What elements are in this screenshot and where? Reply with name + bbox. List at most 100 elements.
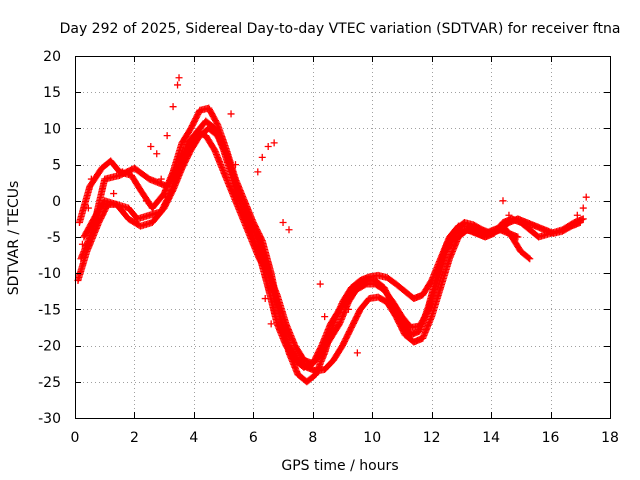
data-point xyxy=(285,226,293,234)
data-point xyxy=(175,74,183,82)
x-tick-label: 6 xyxy=(249,430,258,446)
data-point xyxy=(316,280,324,288)
data-point-fill xyxy=(292,353,300,361)
data-point xyxy=(84,204,92,212)
data-point-fill xyxy=(334,323,342,331)
data-point xyxy=(353,349,361,357)
data-point xyxy=(232,161,239,169)
y-tick-label: 15 xyxy=(43,85,61,101)
data-point xyxy=(142,197,150,205)
data-point-fill xyxy=(388,299,396,307)
data-point-fill xyxy=(408,293,416,301)
data-point xyxy=(78,240,86,248)
x-tick-label: 16 xyxy=(542,430,560,446)
chart-title: Day 292 of 2025, Sidereal Day-to-day VTE… xyxy=(60,21,621,37)
data-point-fill xyxy=(209,143,217,151)
y-tick-label: 20 xyxy=(43,49,61,65)
y-tick-label: -15 xyxy=(38,302,61,318)
data-point xyxy=(499,197,507,205)
grid xyxy=(75,56,610,418)
data-point-fill xyxy=(532,231,540,239)
data-point-fill xyxy=(503,220,511,228)
y-tick-label: 0 xyxy=(52,194,61,210)
data-point xyxy=(344,305,352,313)
data-point xyxy=(169,103,177,111)
data-point-fill xyxy=(515,245,523,253)
data-point xyxy=(157,175,165,183)
data-point xyxy=(174,81,182,89)
y-tick-label: -30 xyxy=(38,411,61,427)
x-tick-label: 12 xyxy=(423,430,441,446)
data-point-fill xyxy=(221,147,229,155)
data-point-fill xyxy=(461,228,469,236)
data-point xyxy=(243,204,251,212)
data-point xyxy=(110,190,118,198)
data-point-fill xyxy=(360,278,368,286)
data-point-fill xyxy=(263,267,271,275)
data-point-fill xyxy=(513,232,521,240)
data-point-fill xyxy=(168,189,176,197)
data-point-fill xyxy=(433,271,441,279)
data-point xyxy=(254,168,262,176)
data-point-fill xyxy=(231,177,239,185)
data-point-fill xyxy=(123,212,131,220)
data-point xyxy=(153,150,161,158)
data-point xyxy=(87,175,95,183)
data-point xyxy=(582,193,590,201)
data-point-fill xyxy=(355,308,363,316)
data-point xyxy=(573,211,581,219)
data-point xyxy=(162,193,170,201)
data-point xyxy=(261,295,269,303)
data-point-fill xyxy=(212,118,220,126)
y-tick-label: 5 xyxy=(52,158,61,174)
x-tick-label: 4 xyxy=(189,430,198,446)
data-point-fill xyxy=(408,336,416,344)
y-tick-label: -20 xyxy=(38,339,61,355)
data-point-fill xyxy=(352,286,360,294)
x-tick-label: 14 xyxy=(482,430,500,446)
data-point xyxy=(267,320,275,328)
data-point-fill xyxy=(158,206,166,214)
data-point xyxy=(505,211,513,219)
data-point-fill xyxy=(174,163,182,171)
data-point-fill xyxy=(450,228,458,236)
data-point xyxy=(227,110,235,118)
x-tick-label: 8 xyxy=(308,430,317,446)
data-point-fill xyxy=(389,278,397,286)
data-point-fill xyxy=(436,285,444,293)
data-point-fill xyxy=(134,221,142,229)
x-tick-label: 18 xyxy=(601,430,619,446)
data-point-fill xyxy=(316,351,324,359)
data-point xyxy=(236,190,244,198)
data-point-fill xyxy=(185,127,193,135)
data-point-fill xyxy=(143,173,151,181)
data-point xyxy=(147,143,155,150)
data-point-fill xyxy=(135,183,143,191)
y-axis-label: SDTVAR / TECUs xyxy=(6,181,22,296)
x-tick-label: 2 xyxy=(130,430,139,446)
data-point-fill xyxy=(334,308,342,316)
data-point-fill xyxy=(524,253,532,261)
axis-ticks: 0 2 4 6 8 10 12 14 16 18 -30 -25 -20 -15 -10 -5 0 5 10 15 20 xyxy=(38,49,619,446)
x-axis-label: GPS time / hours xyxy=(281,458,398,474)
data-point xyxy=(279,219,287,227)
data-point-fill xyxy=(346,286,354,294)
data-point-fill xyxy=(346,326,354,334)
data-point xyxy=(258,153,266,161)
data-point-fill xyxy=(158,192,166,200)
data-point-fill xyxy=(337,344,345,352)
data-point-fill xyxy=(575,219,583,227)
y-tick-label: -25 xyxy=(38,375,61,391)
y-tick-label: 10 xyxy=(43,121,61,137)
data-point-fill xyxy=(397,317,405,325)
data-point-fill xyxy=(565,224,573,232)
data-point xyxy=(163,132,171,140)
data-point-fill xyxy=(458,220,466,228)
data-point-fill xyxy=(525,254,533,262)
data-point-fill xyxy=(325,337,333,345)
data-point xyxy=(270,139,278,147)
data-point xyxy=(321,313,329,321)
data-point xyxy=(264,143,272,150)
